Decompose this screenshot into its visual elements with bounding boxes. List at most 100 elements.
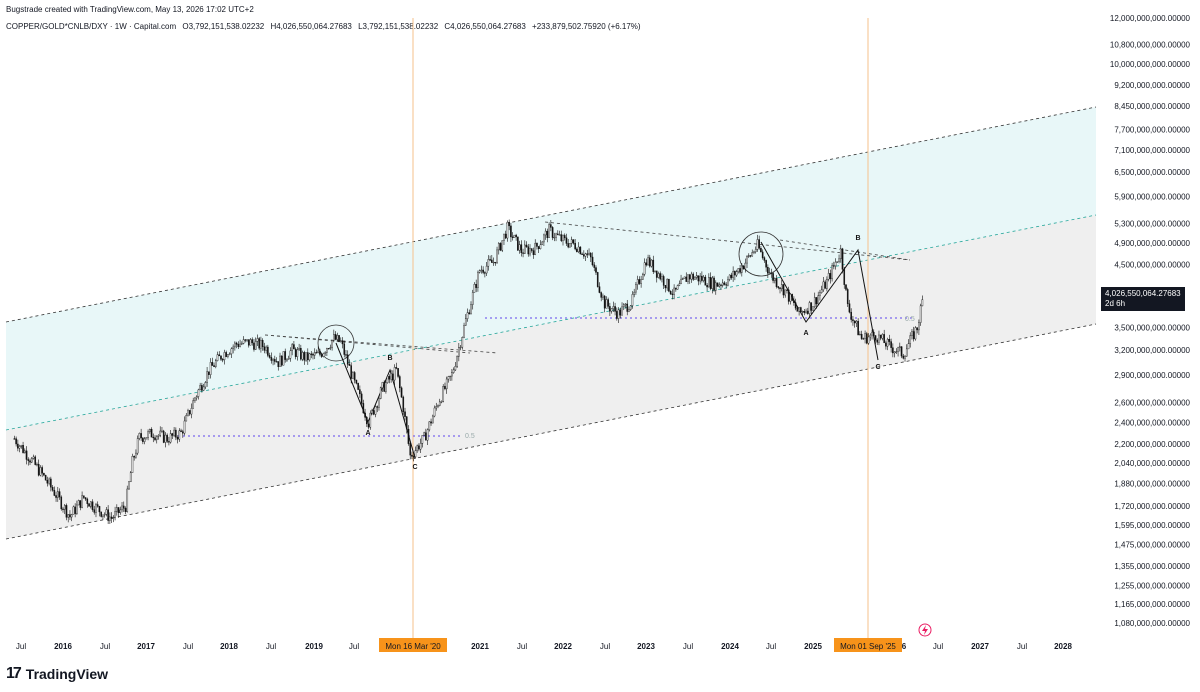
candle-body — [907, 343, 910, 350]
candle-body — [88, 503, 90, 507]
y-axis-tick-label: 10,800,000,000.00000 — [1110, 40, 1191, 49]
candle-body — [593, 264, 596, 268]
candle-body — [789, 293, 792, 302]
candle-body — [491, 259, 493, 263]
candle-body — [721, 282, 724, 286]
candle-body — [194, 397, 196, 401]
candle-body — [249, 339, 252, 346]
candle-body — [864, 333, 866, 339]
candle-body — [128, 481, 130, 490]
candle-body — [706, 284, 708, 288]
candle-body — [166, 434, 168, 442]
candle-body — [50, 478, 52, 488]
candle-body — [867, 336, 870, 344]
candle-body — [588, 252, 590, 255]
candle-body — [270, 357, 273, 361]
candle-body — [806, 310, 809, 314]
candle-body — [220, 355, 222, 360]
candle-body — [253, 342, 255, 350]
candle-body — [419, 443, 422, 450]
x-axis-tick-label: 2017 — [137, 642, 155, 651]
candle-body — [833, 265, 835, 267]
candle-body — [768, 272, 771, 274]
candle-body — [527, 246, 530, 255]
candle-body — [201, 385, 203, 391]
highlight-circle — [738, 231, 784, 277]
x-axis-tick-label: 2019 — [305, 642, 323, 651]
candle-body — [701, 275, 703, 281]
candle-body — [305, 352, 307, 361]
candle-body — [555, 233, 557, 238]
candle-body — [737, 268, 740, 272]
x-axis-tick-label: Jul — [766, 642, 776, 651]
candle-body — [518, 244, 521, 251]
candle-body — [718, 284, 721, 287]
wave-label: C — [412, 464, 417, 471]
candle-body — [341, 340, 344, 345]
candle-body — [548, 224, 550, 238]
candle-body — [629, 305, 632, 310]
candle-body — [681, 278, 684, 280]
candle-body — [605, 299, 608, 309]
candle-body — [27, 459, 30, 461]
candle-body — [65, 505, 68, 518]
trend-line — [544, 221, 911, 261]
candle-body — [525, 244, 528, 248]
x-axis-tick-label: 2025 — [804, 642, 822, 651]
candle-body — [301, 352, 304, 360]
candle-body — [803, 311, 806, 313]
candle-body — [586, 253, 589, 255]
candle-body — [263, 346, 266, 351]
candle-body — [522, 252, 524, 254]
candle-body — [845, 284, 847, 290]
candle-body — [62, 508, 64, 510]
candle-body — [470, 304, 472, 315]
candle-body — [60, 496, 63, 510]
candle-body — [122, 505, 125, 509]
candle-body — [649, 257, 651, 267]
candle-body — [133, 456, 135, 458]
ohlc-legend[interactable]: COPPER/GOLD*CNLB/DXY · 1W · Capital.com … — [6, 22, 645, 31]
candle-body — [581, 253, 583, 255]
candle-body — [812, 306, 814, 311]
candle-body — [876, 339, 879, 343]
candle-body — [67, 514, 70, 518]
tradingview-logo[interactable]: 17 TradingView — [6, 665, 108, 683]
candle-body — [902, 355, 905, 359]
candle-body — [511, 236, 514, 238]
candle-body — [878, 334, 880, 343]
highlight-circle — [317, 324, 355, 362]
candle-body — [464, 318, 467, 326]
candle-body — [560, 234, 563, 241]
candle-body — [190, 408, 193, 415]
candle-body — [289, 350, 292, 359]
candle-body — [374, 406, 377, 415]
candle-body — [228, 353, 231, 355]
candle-body — [388, 376, 391, 380]
candle-body — [161, 430, 163, 432]
candle-body — [202, 386, 205, 391]
candle-body — [836, 261, 839, 263]
candle-body — [140, 433, 142, 439]
x-axis-tick-label: Jul — [266, 642, 276, 651]
candle-body — [728, 274, 731, 280]
candle-body — [893, 351, 896, 354]
candle-body — [261, 339, 264, 347]
candle-body — [905, 348, 908, 357]
wave-path — [760, 241, 879, 361]
candle-body — [763, 257, 766, 261]
candle-body — [362, 403, 365, 414]
candle-body — [793, 300, 795, 303]
candle-body — [827, 273, 830, 280]
candle-body — [187, 410, 189, 416]
symbol-label[interactable]: COPPER/GOLD*CNLB/DXY · 1W · Capital.com — [6, 22, 177, 31]
candle-body — [916, 327, 918, 331]
candle-body — [412, 456, 415, 458]
candle-body — [890, 341, 892, 348]
candle-body — [626, 303, 629, 312]
candle-body — [720, 284, 722, 286]
candle-body — [612, 306, 615, 310]
lightning-icon-glyph — [922, 625, 928, 635]
candle-body — [381, 382, 384, 388]
